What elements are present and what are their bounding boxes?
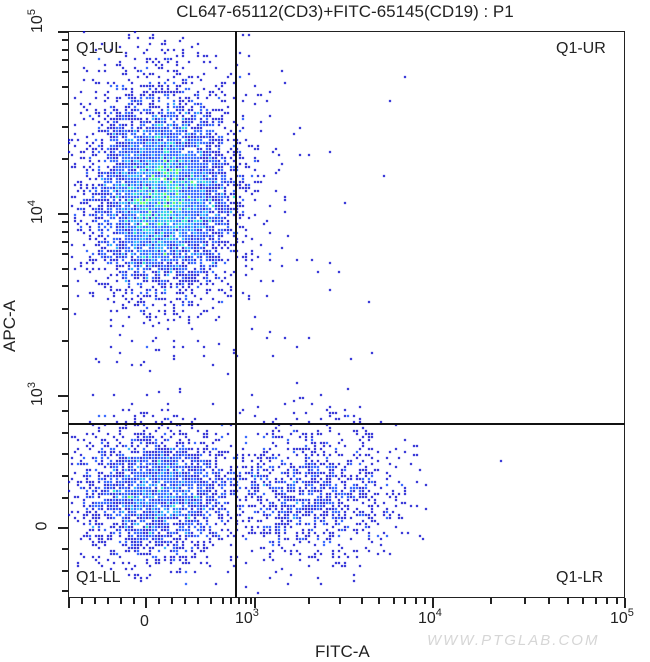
x-tick [567,598,569,604]
x-tick [606,598,608,604]
x-tick-label-1e3: 103 [235,607,259,627]
y-tick [62,432,68,434]
x-tick [230,598,232,604]
y-tick [62,59,68,61]
x-tick [616,598,618,604]
quadrant-vertical-line[interactable] [235,31,237,598]
x-tick [548,598,550,604]
y-tick [62,253,68,255]
quadrant-label-ur: Q1-UR [556,40,606,57]
x-tick [245,598,247,604]
x-tick [624,598,626,608]
quadrant-label-lr: Q1-LR [556,569,604,586]
x-tick [238,598,240,604]
quadrant-label-ul: Q1-UL [76,40,124,57]
x-tick [145,598,147,608]
x-tick [415,598,417,604]
x-tick [595,598,597,604]
y-tick [62,308,68,310]
x-tick [254,598,256,608]
x-tick [184,598,186,604]
y-tick [62,570,68,572]
x-tick [393,598,395,604]
y-tick [62,475,68,477]
y-tick-label-1e5: 105 [25,9,46,33]
y-tick [62,453,68,455]
x-tick [81,598,83,604]
x-tick [210,598,212,604]
x-tick-label-1e4: 104 [418,607,442,627]
x-tick [308,598,310,604]
x-tick [222,598,224,604]
y-tick [62,126,68,128]
x-tick [524,598,526,604]
x-tick-label-1e5: 105 [610,607,634,627]
y-tick-label-1e4: 104 [25,200,46,224]
x-tick [432,598,434,608]
y-tick [58,31,68,33]
y-tick [62,285,68,287]
x-tick [339,598,341,604]
y-tick [62,268,68,270]
y-tick [62,241,68,243]
y-tick [62,340,68,342]
x-tick [158,598,160,604]
x-tick [107,598,109,604]
y-tick [62,231,68,233]
x-tick [361,598,363,604]
y-tick [62,49,68,51]
x-tick [133,598,135,604]
x-tick [424,598,426,604]
density-dot-plot [68,31,625,598]
y-tick [62,103,68,105]
x-tick [120,598,122,604]
x-tick [250,598,252,604]
y-tick [62,497,68,499]
x-tick [94,598,96,604]
chart-title: CL647-65112(CD3)+FITC-65145(CD19) : P1 [176,2,514,21]
y-axis-title: APC-A [0,300,19,352]
x-tick [582,598,584,604]
y-tick [62,410,68,412]
y-tick [62,590,68,592]
quadrant-horizontal-line[interactable] [68,423,625,425]
y-tick [62,39,68,41]
y-tick [62,548,68,550]
y-tick [58,395,68,397]
watermark: WWW.PTGLAB.COM [427,632,600,649]
x-tick [378,598,380,604]
y-tick [62,158,68,160]
y-tick [62,221,68,223]
y-tick [58,213,68,215]
x-tick-label-0: 0 [140,613,149,630]
x-tick [171,598,173,604]
x-tick [197,598,199,604]
x-tick [490,598,492,604]
x-tick [68,598,70,608]
x-tick [404,598,406,604]
x-axis-title: FITC-A [315,642,370,661]
quadrant-label-ll: Q1-LL [76,569,121,586]
y-tick-label-0: 0 [33,521,51,531]
y-tick [62,86,68,88]
y-tick-label-1e3: 103 [25,382,46,406]
y-tick [62,71,68,73]
y-tick [58,527,68,529]
